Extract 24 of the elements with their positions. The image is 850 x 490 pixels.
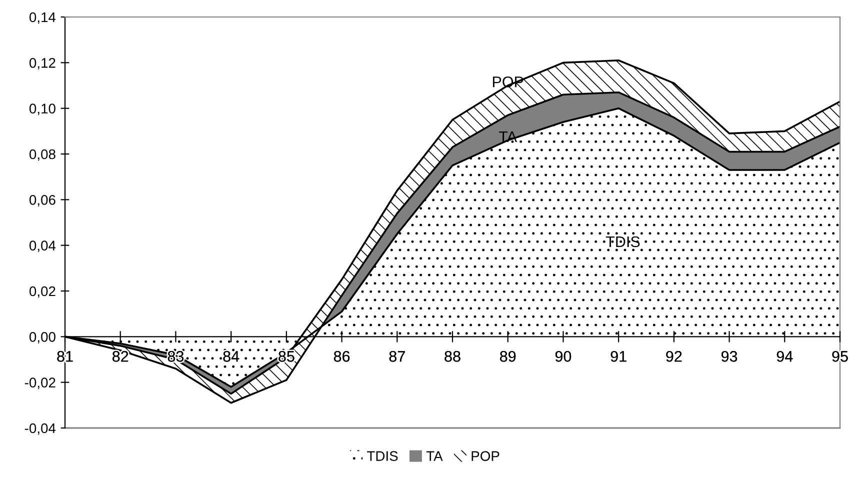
x-tick-label: 87 [389, 350, 405, 362]
annotation: TDIS [606, 236, 640, 248]
y-tick-label: -0,04 [24, 423, 56, 435]
y-tick-label: 0,08 [29, 149, 56, 161]
x-tick-label: 89 [500, 350, 516, 362]
y-tick-label: 0,00 [29, 332, 56, 344]
legend-label: TA [426, 451, 443, 461]
x-tick-label: 91 [610, 350, 626, 362]
y-tick-label: 0,10 [29, 104, 56, 116]
x-tick-label: 95 [832, 350, 848, 362]
x-tick-label: 90 [555, 350, 572, 362]
x-tick-label: 93 [722, 350, 738, 362]
y-tick-label: 0,14 [29, 12, 56, 24]
y-tick-label: 0,04 [29, 240, 56, 252]
y-tick-label: 0,06 [29, 195, 56, 206]
legend-label: POP [472, 451, 500, 461]
legend-label: TDIS [367, 451, 398, 461]
y-tick-label: 0,02 [29, 286, 56, 298]
y-tick-label: 0,12 [29, 58, 56, 70]
x-tick-label: 92 [666, 350, 682, 362]
x-tick-label: 94 [776, 350, 793, 362]
x-tick-label: 86 [334, 350, 350, 362]
y-tick-label: -0,02 [24, 378, 56, 390]
x-tick-label: 88 [444, 350, 460, 362]
